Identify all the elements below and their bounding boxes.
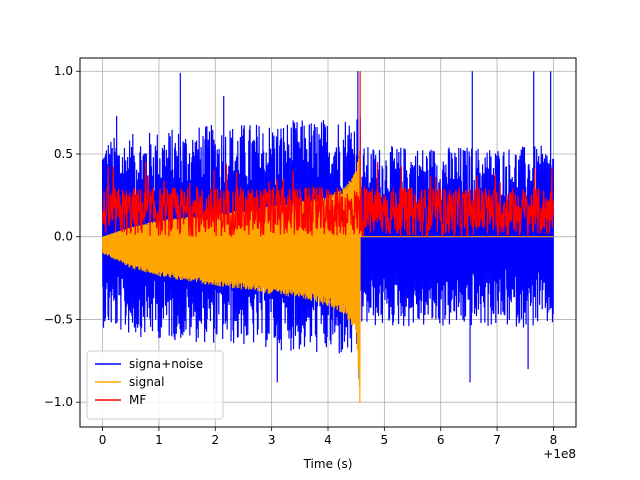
x-tick-label: 5 [381, 433, 389, 447]
x-tick-label: 2 [211, 433, 219, 447]
legend-box [86, 350, 224, 420]
x-axis-offset-text: +1e8 [543, 447, 576, 461]
x-tick-label: 0 [99, 433, 107, 447]
x-tick-label: 3 [268, 433, 276, 447]
x-tick-label: 8 [550, 433, 558, 447]
y-axis-ticks: −1.0 −0.5 0.0 0.5 1.0 [44, 64, 80, 409]
x-tick-label: 7 [493, 433, 501, 447]
legend-label: MF [129, 393, 146, 407]
x-axis-label: Time (s) [303, 457, 353, 471]
legend-label: signal [129, 375, 165, 389]
legend: signa+noise signal MF [86, 350, 224, 420]
x-tick-label: 4 [324, 433, 332, 447]
y-tick-label: 0.0 [54, 230, 73, 244]
series-signal-line [101, 150, 554, 403]
y-tick-label: 0.5 [54, 147, 73, 161]
legend-label: signa+noise [129, 357, 203, 371]
series-mf-line [101, 71, 555, 237]
x-tick-label: 1 [155, 433, 163, 447]
y-tick-label: 1.0 [54, 64, 73, 78]
y-tick-label: −1.0 [44, 395, 73, 409]
x-tick-label: 6 [437, 433, 445, 447]
y-tick-label: −0.5 [44, 312, 73, 326]
x-axis-ticks: 0 1 2 3 4 5 6 7 8 [99, 427, 558, 447]
series-layer [101, 71, 555, 403]
